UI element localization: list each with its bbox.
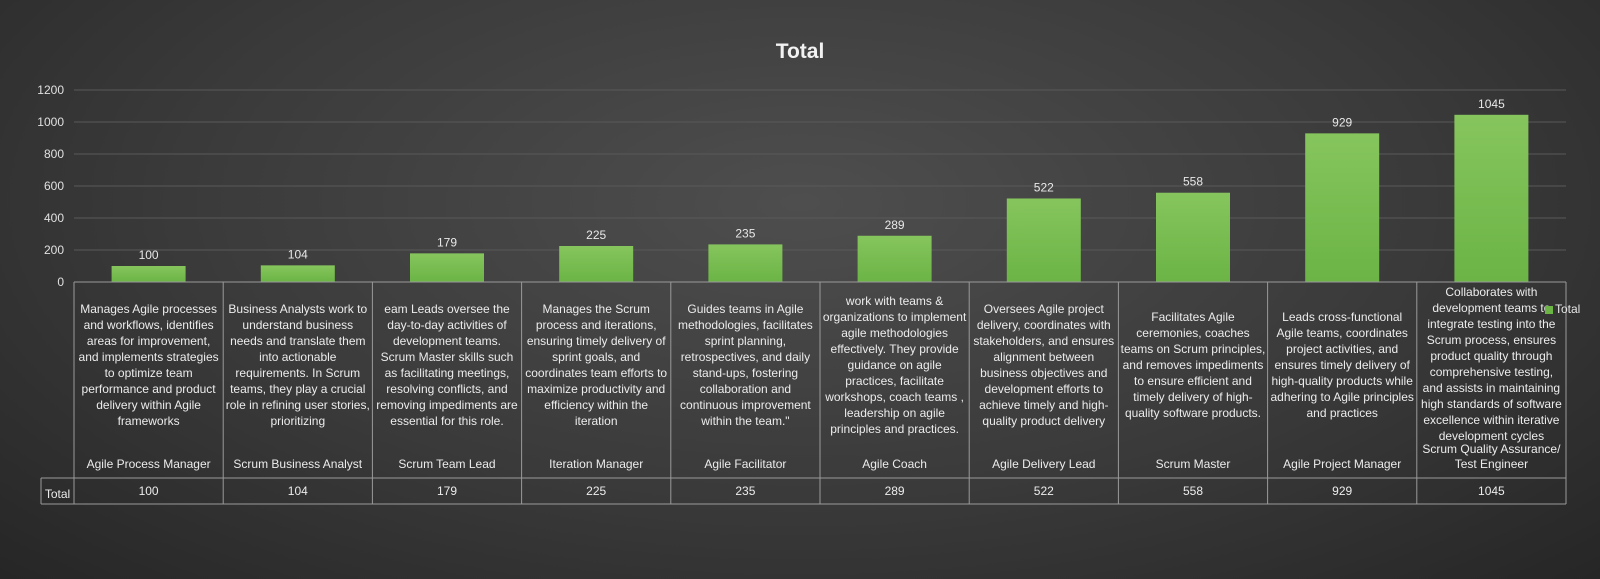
category-description: Oversees Agile project delivery, coordin…: [973, 302, 1115, 428]
y-tick-label: 1200: [37, 83, 64, 97]
data-label: 235: [735, 226, 755, 240]
category-title: Agile Delivery Lead: [992, 457, 1096, 471]
category-description: Collaborates with development teams to i…: [1421, 285, 1562, 443]
bar: [111, 266, 186, 282]
category-description: eam Leads oversee the day-to-day activit…: [376, 302, 518, 428]
bar: [1454, 114, 1529, 282]
category-description: Guides teams in Agile methodologies, fac…: [678, 302, 813, 428]
chart-title: Total: [775, 40, 825, 63]
bar: [1156, 192, 1230, 282]
category-title: Scrum Quality Assurance/ Test Engineer: [1422, 442, 1561, 471]
category-description: Manages Agile processes and workflows, i…: [78, 302, 219, 428]
category-description: Facilitates Agile ceremonies, coaches te…: [1120, 310, 1266, 420]
table-cell-total: 522: [1033, 484, 1054, 498]
category-title: Agile Project Manager: [1283, 457, 1402, 471]
category-description: Business Analysts work to understand bus…: [225, 302, 370, 428]
category-title: Scrum Business Analyst: [233, 457, 363, 471]
y-tick-label: 1000: [37, 115, 64, 129]
category-title: Agile Coach: [862, 457, 927, 471]
category-title: Scrum Team Lead: [398, 457, 496, 471]
bar: [857, 235, 932, 282]
category-description: Leads cross-functional Agile teams, coor…: [1270, 310, 1414, 420]
bar: [708, 244, 783, 282]
category-description: Manages the Scrum process and iterations…: [525, 302, 668, 428]
data-label: 929: [1332, 115, 1352, 129]
category-description: work with teams & organizations to imple…: [822, 294, 967, 436]
bar: [1006, 198, 1081, 282]
data-label: 1045: [1478, 97, 1505, 111]
category-title: Iteration Manager: [549, 457, 644, 471]
table-cell-total: 929: [1332, 484, 1353, 498]
data-label: 225: [586, 228, 606, 242]
bar: [260, 265, 335, 282]
legend-entry: Total: [1555, 302, 1581, 316]
y-tick-label: 800: [44, 147, 64, 161]
table-cell-total: 558: [1182, 484, 1203, 498]
y-tick-label: 400: [44, 211, 64, 225]
table-cell-total: 100: [138, 484, 159, 498]
legend-swatch-icon: [1545, 305, 1553, 314]
category-title: Scrum Master: [1155, 457, 1231, 471]
table-cell-total: 179: [436, 484, 457, 498]
data-label: 558: [1183, 175, 1203, 189]
bar: [1305, 133, 1380, 282]
table-cell-total: 289: [884, 484, 905, 498]
y-tick-label: 200: [44, 243, 64, 257]
y-tick-label: 0: [57, 275, 64, 289]
category-title: Agile Process Manager: [86, 457, 211, 471]
bar: [410, 253, 484, 282]
data-label: 522: [1034, 180, 1054, 194]
table-row-label: Total: [44, 487, 71, 501]
data-label: 289: [885, 218, 905, 232]
table-cell-total: 104: [287, 484, 308, 498]
data-label: 179: [437, 235, 457, 249]
bar: [559, 246, 634, 282]
data-label: 104: [288, 247, 308, 261]
category-title: Agile Facilitator: [704, 457, 787, 471]
y-tick-label: 600: [44, 179, 64, 193]
table-cell-total: 1045: [1478, 484, 1505, 498]
table-cell-total: 235: [735, 484, 756, 498]
legend: Total: [1545, 302, 1580, 316]
table-cell-total: 225: [586, 484, 607, 498]
data-label: 100: [139, 248, 159, 262]
